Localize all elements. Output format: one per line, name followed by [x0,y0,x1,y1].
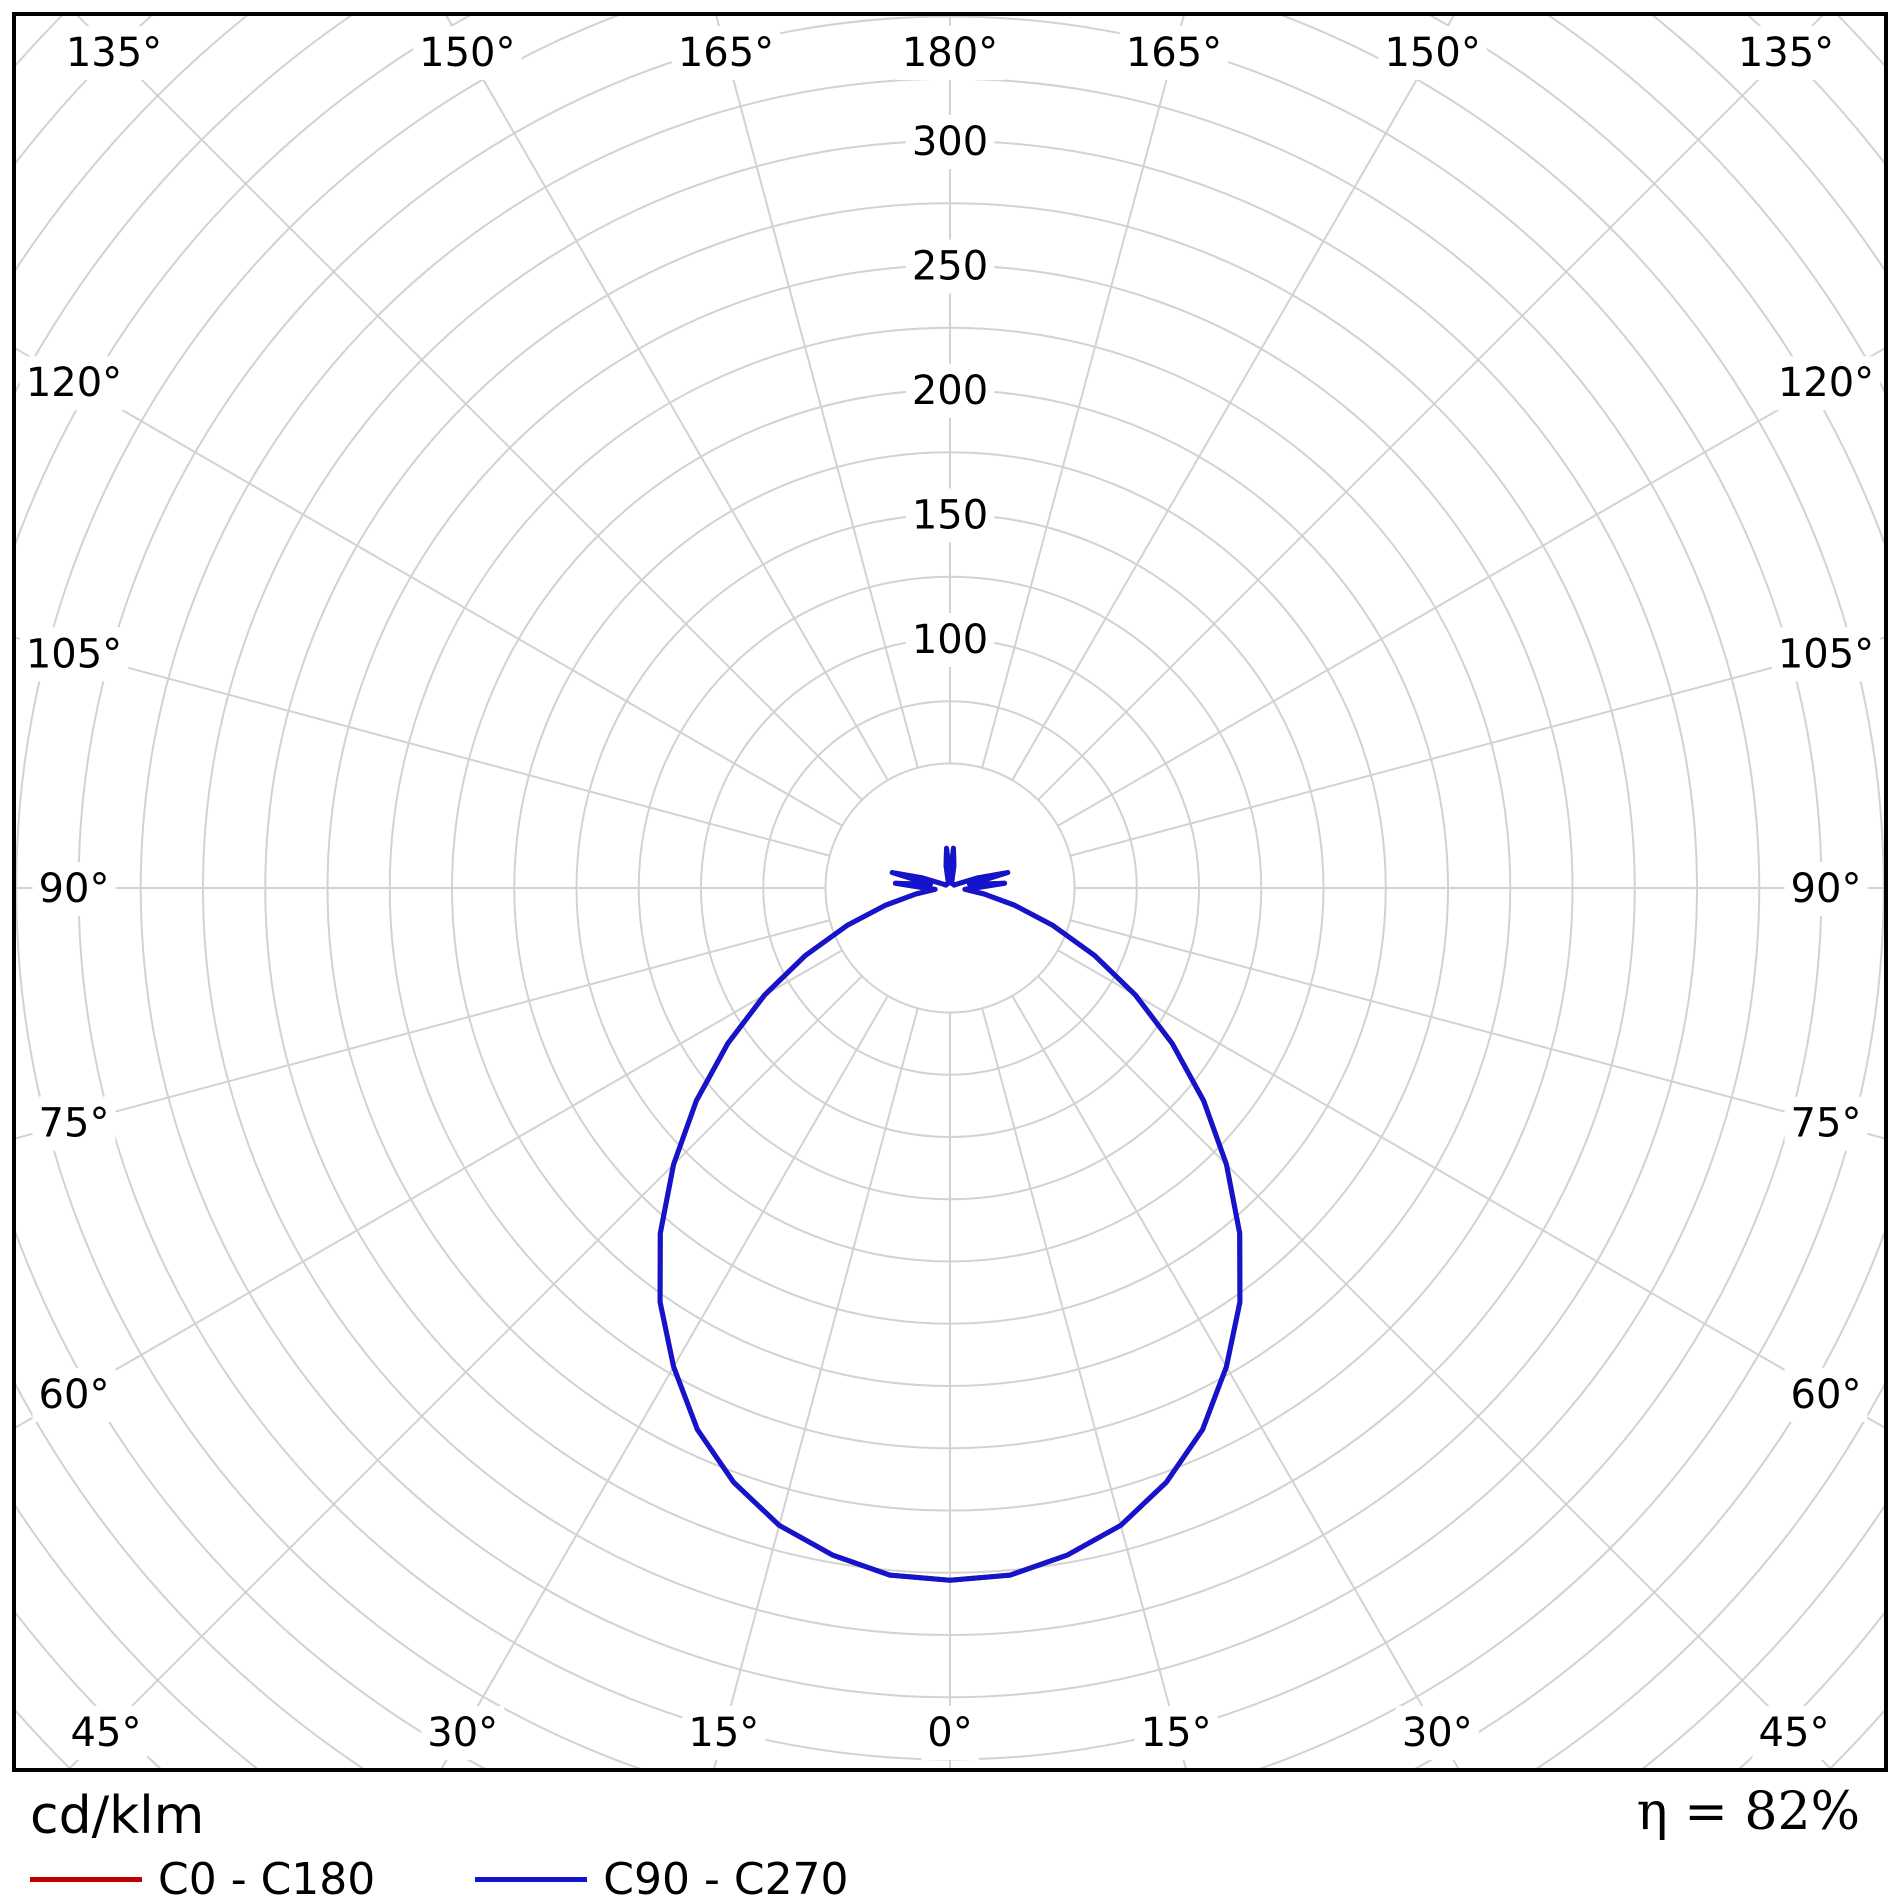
c0-c180-line-swatch [30,1877,142,1882]
svg-text:100: 100 [912,617,988,663]
svg-text:15°: 15° [1141,1710,1212,1756]
legend-item-c0-c180: C0 - C180 [30,1854,375,1900]
svg-text:150: 150 [912,493,988,539]
legend-label-c90-c270: C90 - C270 [603,1854,849,1900]
svg-text:90°: 90° [39,866,110,912]
svg-text:180°: 180° [902,30,998,76]
c90-c270-line-swatch [475,1877,588,1882]
svg-text:75°: 75° [1791,1101,1862,1147]
svg-text:200: 200 [912,368,988,414]
svg-text:135°: 135° [66,30,162,76]
svg-text:105°: 105° [26,631,122,677]
unit-label: cd/klm [30,1786,205,1846]
svg-text:250: 250 [912,244,988,290]
efficiency-label: η = 82% [1636,1782,1860,1842]
svg-text:90°: 90° [1791,866,1862,912]
legend-item-c90-c270: C90 - C270 [475,1854,849,1900]
svg-text:150°: 150° [1384,30,1480,76]
svg-text:45°: 45° [71,1710,142,1756]
svg-text:30°: 30° [1402,1710,1473,1756]
svg-text:150°: 150° [419,30,515,76]
svg-text:105°: 105° [1778,631,1874,677]
svg-text:0°: 0° [927,1710,972,1756]
polar-chart: 100 150 200 250 300 0° 15° 15° 30° 30° 45° 45° 60° 60… [16,16,1884,1768]
svg-text:135°: 135° [1738,30,1834,76]
svg-text:300: 300 [912,119,988,165]
svg-text:75°: 75° [39,1101,110,1147]
svg-text:120°: 120° [1778,360,1874,406]
polar-plot-frame: 100 150 200 250 300 0° 15° 15° 30° 30° 45° 45° 60° 60… [12,12,1888,1772]
svg-text:165°: 165° [1126,30,1222,76]
svg-text:45°: 45° [1759,1710,1830,1756]
legend: C0 - C180 C90 - C270 [30,1854,849,1900]
svg-text:30°: 30° [427,1710,498,1756]
svg-text:60°: 60° [1791,1372,1862,1418]
svg-text:15°: 15° [688,1710,759,1756]
svg-text:165°: 165° [678,30,774,76]
svg-text:120°: 120° [26,360,122,406]
legend-label-c0-c180: C0 - C180 [158,1854,376,1900]
svg-text:60°: 60° [39,1372,110,1418]
